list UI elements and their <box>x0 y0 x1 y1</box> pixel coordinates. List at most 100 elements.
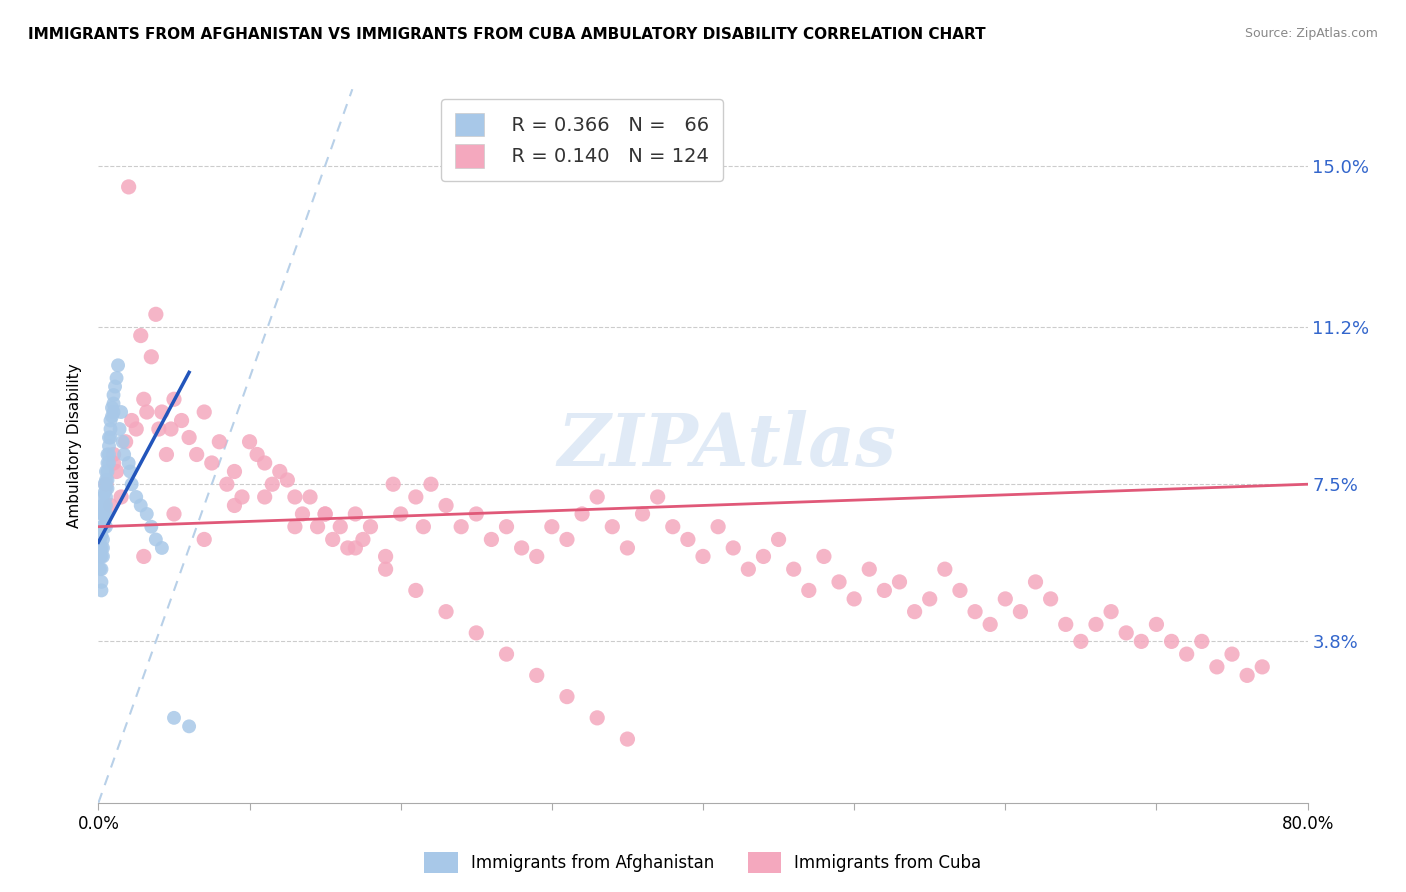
Text: ZIPAtlas: ZIPAtlas <box>558 410 897 482</box>
Point <box>94 507 117 521</box>
Point <box>889 574 911 589</box>
Point <box>111 434 134 449</box>
Point <box>253 456 276 470</box>
Point <box>965 605 987 619</box>
Point <box>132 549 155 564</box>
Point <box>616 732 638 747</box>
Point <box>1160 634 1182 648</box>
Point <box>100 413 122 427</box>
Point <box>90 519 112 533</box>
Point <box>93 507 115 521</box>
Point <box>434 499 457 513</box>
Point <box>239 434 262 449</box>
Point <box>360 519 382 533</box>
Point <box>100 422 122 436</box>
Point <box>344 541 367 555</box>
Point <box>94 477 117 491</box>
Point <box>105 371 128 385</box>
Point <box>135 405 157 419</box>
Point <box>389 507 412 521</box>
Point <box>94 465 117 479</box>
Point <box>94 519 117 533</box>
Point <box>104 379 127 393</box>
Point <box>90 574 112 589</box>
Point <box>98 448 121 462</box>
Text: IMMIGRANTS FROM AFGHANISTAN VS IMMIGRANTS FROM CUBA AMBULATORY DISABILITY CORREL: IMMIGRANTS FROM AFGHANISTAN VS IMMIGRANT… <box>28 27 986 42</box>
Point <box>201 456 224 470</box>
Point <box>155 448 177 462</box>
Point <box>93 519 115 533</box>
Point <box>586 711 609 725</box>
Point <box>858 562 880 576</box>
Point <box>382 477 405 491</box>
Point <box>420 477 443 491</box>
Point <box>90 549 112 564</box>
Point <box>98 439 121 453</box>
Point <box>224 465 246 479</box>
Point <box>1206 660 1229 674</box>
Point <box>96 465 118 479</box>
Point <box>374 549 396 564</box>
Point <box>91 533 114 547</box>
Point <box>93 485 115 500</box>
Text: Source: ZipAtlas.com: Source: ZipAtlas.com <box>1244 27 1378 40</box>
Point <box>465 507 488 521</box>
Point <box>918 591 941 606</box>
Point <box>661 519 683 533</box>
Point <box>129 328 152 343</box>
Point <box>1010 605 1032 619</box>
Point <box>193 533 215 547</box>
Point <box>110 405 132 419</box>
Point <box>253 490 276 504</box>
Point <box>692 549 714 564</box>
Point <box>118 456 141 470</box>
Point <box>1191 634 1213 648</box>
Point <box>555 533 578 547</box>
Point <box>904 605 927 619</box>
Point <box>98 456 121 470</box>
Point <box>148 422 170 436</box>
Point <box>994 591 1017 606</box>
Point <box>90 583 112 598</box>
Point <box>112 448 135 462</box>
Point <box>314 507 336 521</box>
Point <box>89 562 111 576</box>
Point <box>307 519 329 533</box>
Point <box>571 507 593 521</box>
Point <box>145 307 167 321</box>
Point <box>129 499 152 513</box>
Point <box>91 490 114 504</box>
Point <box>89 533 111 547</box>
Point <box>768 533 790 547</box>
Legend:   R = 0.366   N =   66,   R = 0.140   N = 124: R = 0.366 N = 66, R = 0.140 N = 124 <box>441 99 723 181</box>
Point <box>540 519 562 533</box>
Point <box>481 533 503 547</box>
Point <box>94 473 117 487</box>
Point <box>707 519 730 533</box>
Point <box>322 533 344 547</box>
Point <box>1039 591 1062 606</box>
Point <box>90 507 112 521</box>
Point <box>723 541 745 555</box>
Point <box>100 430 122 444</box>
Point <box>94 490 117 504</box>
Point <box>125 490 148 504</box>
Point <box>120 465 142 479</box>
Point <box>89 549 111 564</box>
Point <box>284 490 307 504</box>
Point <box>616 541 638 555</box>
Point <box>215 477 238 491</box>
Point <box>91 541 114 555</box>
Point <box>103 448 125 462</box>
Point <box>1054 617 1077 632</box>
Point <box>1130 634 1153 648</box>
Point <box>1175 647 1198 661</box>
Point <box>949 583 972 598</box>
Point <box>170 413 193 427</box>
Point <box>352 533 374 547</box>
Y-axis label: Ambulatory Disability: Ambulatory Disability <box>67 364 83 528</box>
Point <box>412 519 434 533</box>
Point <box>465 626 488 640</box>
Point <box>150 541 173 555</box>
Point <box>526 668 548 682</box>
